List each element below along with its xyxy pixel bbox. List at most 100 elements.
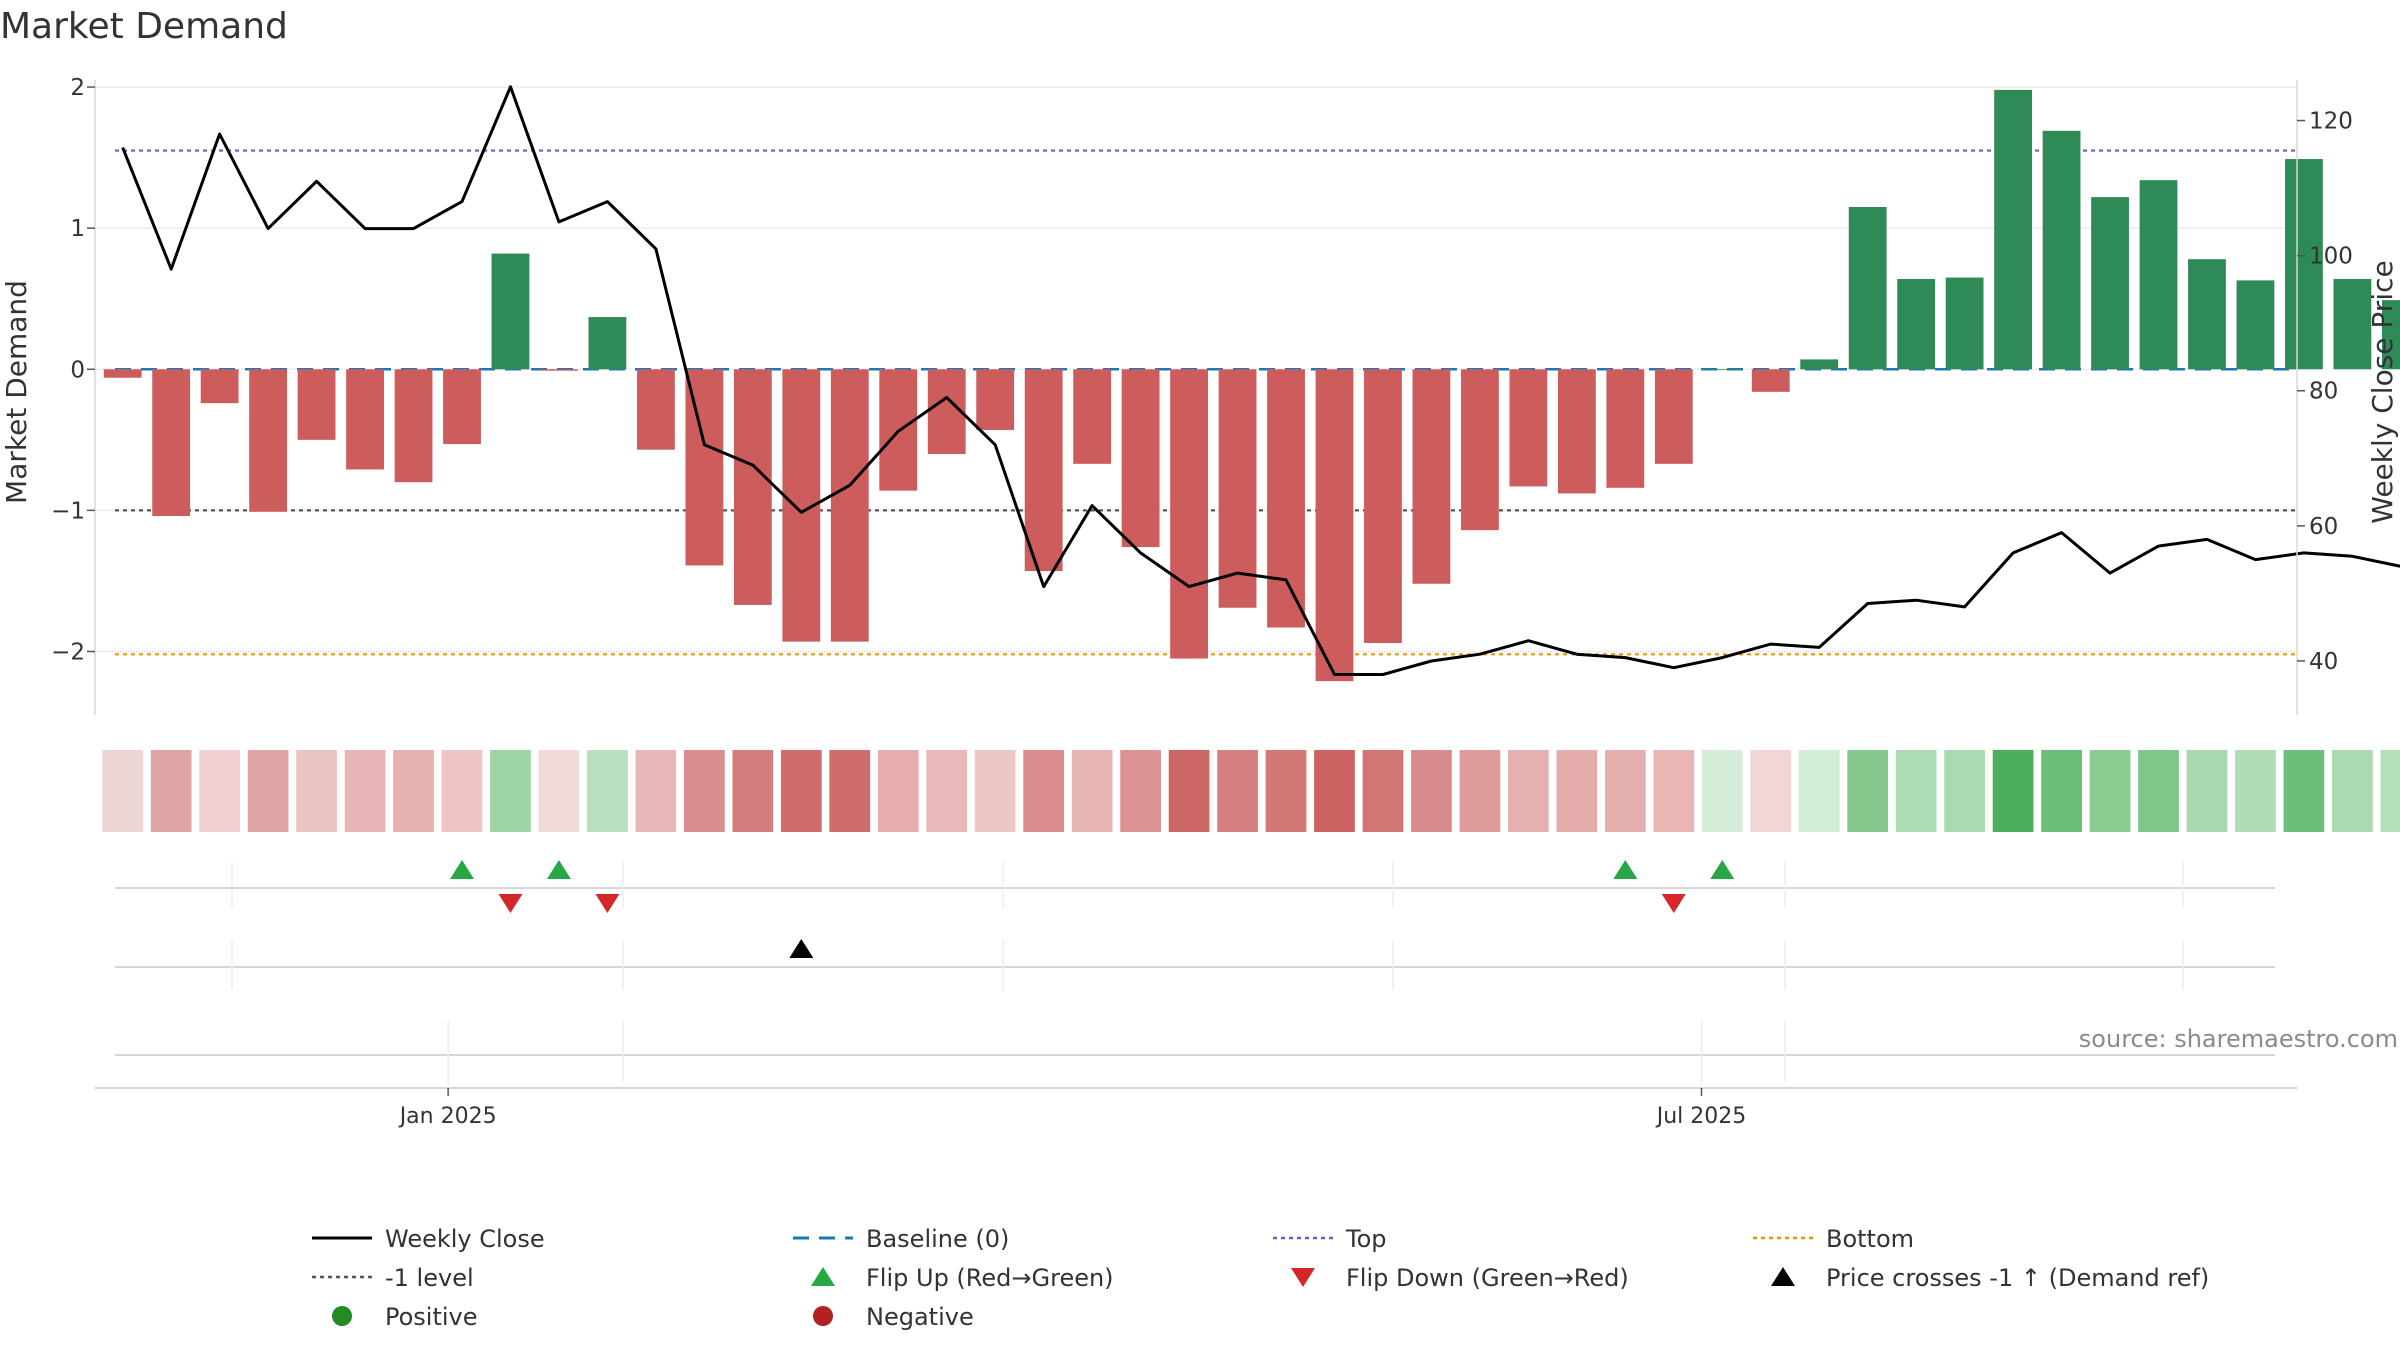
demand-bar [1024, 369, 1063, 572]
y2-tick-label: 100 [2309, 244, 2353, 270]
legend-item: Flip Down (Green→Red) [1291, 1264, 1629, 1292]
demand-strip-cell [587, 750, 628, 832]
demand-strip-cell [1604, 750, 1646, 832]
demand-bar [1557, 369, 1596, 494]
flip-down-marker [595, 894, 620, 913]
legend-label: Weekly Close [385, 1225, 545, 1253]
demand-strip-cell [780, 750, 822, 832]
demand-bar [2333, 278, 2372, 370]
demand-bar [297, 369, 336, 440]
legend-label: Top [1345, 1225, 1387, 1253]
flip-up-marker [1613, 860, 1638, 879]
demand-bar [685, 369, 724, 566]
demand-strip-cell [102, 750, 144, 832]
legend-item: Negative [813, 1303, 974, 1331]
demand-bar [540, 369, 578, 371]
price-cross-marker [789, 939, 814, 958]
demand-bar [103, 369, 142, 378]
demand-strip-cell [2332, 750, 2373, 832]
demand-strip-cell [2235, 750, 2276, 832]
demand-bar [1218, 369, 1257, 608]
demand-bar [1267, 369, 1305, 628]
demand-bar [1073, 369, 1112, 464]
demand-bar [1412, 369, 1451, 584]
demand-strip-cell [247, 750, 289, 832]
demand-strip-cell [344, 750, 386, 832]
demand-strip-cell [1750, 750, 1792, 832]
demand-bar [1800, 359, 1839, 370]
demand-strip-cell [1508, 750, 1549, 832]
demand-bar [1606, 369, 1645, 488]
y-axis-title: Market Demand [0, 280, 33, 504]
flip-down-marker [498, 894, 523, 913]
legend-item: Baseline (0) [793, 1225, 1009, 1253]
demand-bar [1897, 278, 1936, 370]
legend-label: Positive [385, 1303, 478, 1331]
demand-strip-cell [684, 750, 725, 832]
weekly-close-line [121, 85, 2400, 676]
legend-label: Bottom [1826, 1225, 1914, 1253]
chart-title: Market Demand [0, 6, 288, 47]
demand-strip-cell [296, 750, 337, 832]
x-tick-label: Jul 2025 [1655, 1104, 1747, 1129]
demand-bar [1654, 369, 1693, 464]
flip-up-marker [450, 860, 474, 879]
demand-strip-cell [1265, 750, 1307, 832]
demand-bar [2285, 159, 2323, 370]
demand-bar [1364, 369, 1402, 644]
y-tick-label: 1 [70, 216, 85, 242]
demand-bar [976, 369, 1015, 430]
demand-bar [2091, 197, 2129, 370]
price-line-group [121, 85, 2400, 676]
demand-strip-cell [1362, 750, 1404, 832]
legend-label: Flip Down (Green→Red) [1346, 1264, 1629, 1292]
demand-strip-cell [1071, 750, 1113, 832]
demand-bar [1461, 369, 1499, 531]
y-tick-label: −2 [51, 640, 85, 666]
legend-item: Bottom [1753, 1225, 1914, 1253]
demand-heat-strip [102, 750, 2400, 832]
demand-strip-cell [2041, 750, 2082, 832]
demand-bar [443, 369, 481, 445]
demand-bar [1170, 369, 1208, 659]
flip-up-marker [546, 860, 571, 879]
demand-bars [103, 89, 2400, 682]
demand-strip-cell [732, 750, 774, 832]
demand-strip-cell [1653, 750, 1695, 832]
demand-strip-cell [2089, 750, 2131, 832]
y2-tick-label: 80 [2309, 379, 2338, 405]
demand-strip-cell [538, 750, 580, 832]
demand-bar [2236, 280, 2275, 370]
y-tick-label: 0 [70, 357, 85, 383]
demand-bar [394, 369, 433, 483]
demand-bar [1703, 369, 1742, 371]
demand-strip-cell [150, 750, 192, 832]
flip-down-marker [1661, 894, 1686, 913]
demand-strip-cell [1411, 750, 1452, 832]
demand-bar [1751, 369, 1790, 392]
demand-bar [200, 369, 239, 404]
demand-strip-cell [829, 750, 871, 832]
legend-label: Negative [866, 1303, 974, 1331]
demand-bar [249, 369, 288, 512]
demand-strip-cell [926, 750, 968, 832]
x-tick-label: Jan 2025 [398, 1104, 497, 1129]
source-note: source: sharemaestro.com [2079, 1025, 2398, 1053]
demand-strip-cell [1847, 750, 1889, 832]
legend-item: Top [1273, 1225, 1387, 1253]
demand-strip-cell [1992, 750, 2034, 832]
legend-swatch-triangle-up [1771, 1267, 1795, 1286]
demand-strip-cell [1168, 750, 1210, 832]
demand-strip-cell [1459, 750, 1501, 832]
legend-label: -1 level [385, 1264, 474, 1292]
demand-strip-cell [1023, 750, 1065, 832]
demand-bar [152, 369, 191, 517]
legend-item: Price crosses -1 ↑ (Demand ref) [1771, 1264, 2209, 1292]
demand-bar [636, 369, 675, 450]
legend-label: Flip Up (Red→Green) [866, 1264, 1114, 1292]
demand-bar [346, 369, 384, 470]
demand-strip-cell [635, 750, 677, 832]
demand-bar [2139, 180, 2178, 370]
demand-bar [1945, 277, 1984, 370]
demand-strip-cell [1701, 750, 1743, 832]
